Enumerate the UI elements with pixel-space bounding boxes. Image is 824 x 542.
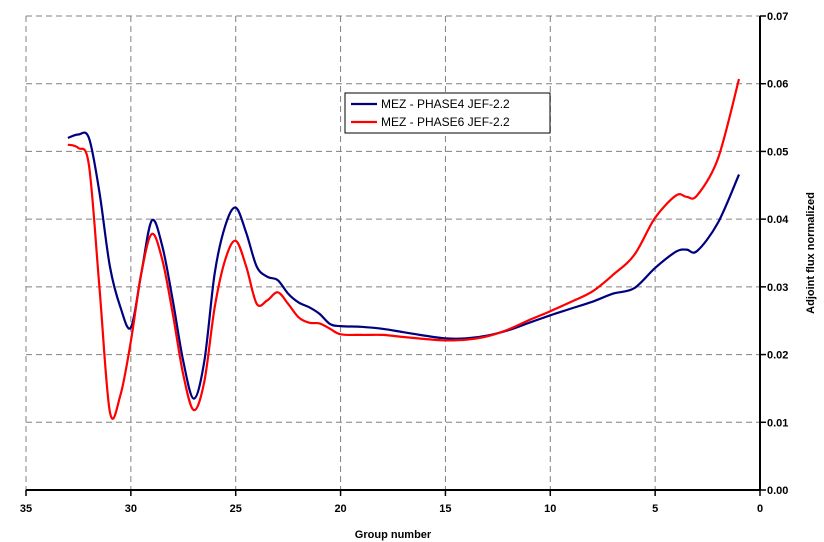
series-line-2 [67,78,741,420]
series-line-1 [67,131,741,400]
y-tick-label: 0.04 [767,214,789,226]
axes [25,15,766,496]
y-axis-ticks: 0.00 0.01 0.02 0.03 0.04 0.05 0.06 0.07 [767,11,789,497]
legend-label: MEZ - PHASE4 JEF-2.2 [381,97,510,111]
y-tick-label: 0.00 [767,485,788,497]
y-tick-label: 0.01 [767,417,788,429]
x-tick-label: 30 [125,503,137,515]
y-tick-label: 0.05 [767,146,788,158]
y-axis-title: Adjoint flux normalized [805,192,817,314]
x-tick-label: 5 [652,503,658,515]
y-tick-label: 0.03 [767,282,788,294]
x-tick-label: 15 [439,503,451,515]
y-tick-label: 0.06 [767,79,788,91]
x-axis-title: Group number [355,529,432,541]
x-tick-label: 35 [20,503,32,515]
legend: MEZ - PHASE4 JEF-2.2 MEZ - PHASE6 JEF-2.2 [344,92,551,134]
x-axis-ticks: 35 30 25 20 15 10 5 0 [20,503,763,515]
x-tick-label: 25 [230,503,242,515]
legend-box [344,92,551,134]
series-lines [67,78,741,420]
x-tick-label: 0 [757,503,763,515]
x-tick-label: 20 [334,503,346,515]
legend-label: MEZ - PHASE6 JEF-2.2 [381,115,510,129]
y-tick-label: 0.07 [767,11,788,23]
y-tick-label: 0.02 [767,350,788,362]
x-tick-label: 10 [544,503,556,515]
gridlines [25,15,760,490]
